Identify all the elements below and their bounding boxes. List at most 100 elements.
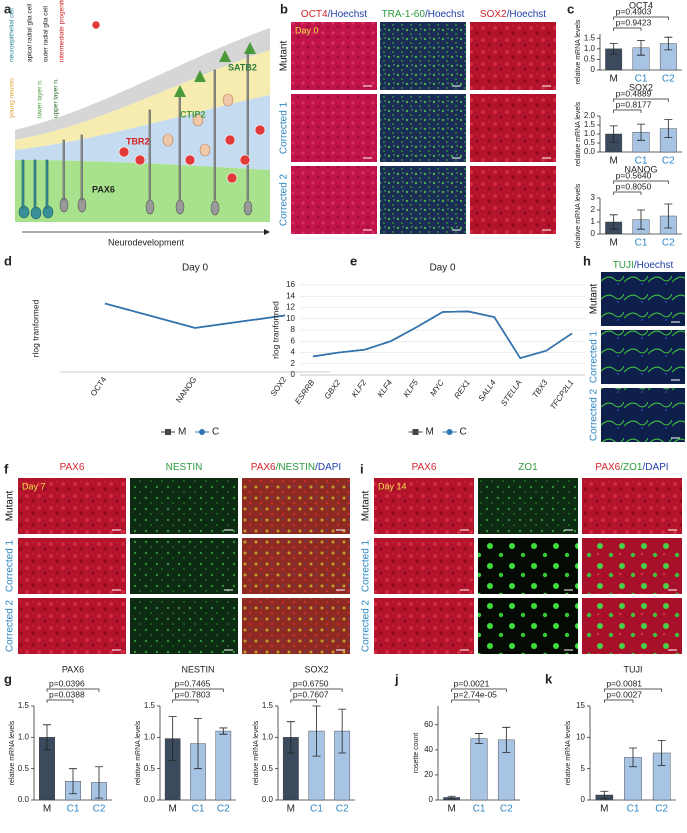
significance-bracket (290, 699, 317, 703)
y-tick-label: 0.5 (144, 764, 156, 773)
diagram: SATB2 CTIP2 TBR2 PAX6 Neurodevelopment (15, 20, 270, 247)
micrograph (291, 22, 377, 90)
x-tick-label: KLF4 (376, 378, 395, 399)
header-part: NESTIN (166, 462, 203, 473)
significance-bracket (613, 27, 642, 31)
micrograph (130, 538, 238, 594)
p-value: p=0.0081 (606, 678, 642, 688)
significance-bracket (613, 191, 642, 195)
micrograph (478, 538, 578, 594)
y-tick-label: 0 (291, 370, 296, 379)
micrograph (380, 94, 466, 162)
row-label: Corrected 1 (279, 101, 290, 154)
chart-title: NESTIN (181, 664, 214, 674)
error-bar (637, 209, 645, 230)
row-label: Corrected 2 (5, 599, 16, 652)
legend-label: C (460, 427, 467, 438)
x-tick-label: M (600, 804, 608, 815)
x-tick-label: SOX2 (269, 375, 289, 398)
p-value: p=0.5640 (616, 170, 652, 180)
p-value: p=0.8050 (616, 181, 652, 191)
p-value: p=0.4889 (616, 88, 652, 98)
significance-bracket (46, 688, 100, 692)
cell-type-label: intermediate progenitor (59, 0, 66, 62)
x-tick-label: M (287, 804, 295, 815)
x-tick-label: REX1 (452, 378, 471, 400)
x-tick-label: C2 (662, 238, 675, 249)
error-bar (43, 724, 51, 751)
error-bar (219, 727, 228, 735)
p-value: p=0.9423 (616, 17, 652, 27)
p-value: p=0.7465 (175, 678, 211, 688)
column-header: PAX6 (60, 462, 85, 473)
legend-label: M (178, 427, 186, 438)
y-tick-label: 0.5 (262, 764, 274, 773)
x-tick-label: C2 (217, 804, 230, 815)
x-tick-label: C1 (310, 804, 323, 815)
column-header: OCT4/Hoechst (301, 9, 367, 20)
band-cortical (15, 50, 270, 150)
x-tick-label: GBX2 (323, 378, 343, 401)
y-tick-label: 4 (291, 348, 296, 357)
series-line (104, 302, 286, 329)
error-bar (629, 747, 637, 768)
x-tick-label: C1 (67, 804, 80, 815)
y-tick-label: 20 (424, 770, 433, 779)
panel-label: d (4, 253, 12, 268)
column-header: TUJI/Hoechst (613, 260, 674, 271)
header-part: SOX2 (480, 9, 507, 20)
column-header: PAX6/NESTIN/DAPI (251, 462, 341, 473)
significance-bracket (613, 16, 669, 20)
y-tick-label: 40 (424, 745, 433, 754)
y-tick-label: 1.0 (18, 732, 30, 741)
row-label: Corrected 2 (361, 599, 372, 652)
legend-marker (412, 429, 419, 435)
x-tick-label: MYC (428, 378, 446, 398)
y-axis-label: rosette count (413, 733, 420, 774)
error-bar (637, 39, 645, 56)
x-tick-label: KLF5 (402, 378, 421, 399)
y-tick-label: 2.0 (584, 111, 596, 120)
y-tick-label: 1.0 (584, 44, 596, 53)
legend-label: C (212, 427, 219, 438)
micrograph (470, 22, 556, 90)
error-bar (609, 43, 618, 55)
y-tick-label: 8 (291, 325, 296, 334)
x-tick-label: M (609, 238, 617, 249)
y-tick-label: 16 (286, 280, 295, 289)
day-label: Day 7 (22, 481, 46, 491)
arrow-head (264, 229, 270, 235)
error-bar (286, 721, 295, 754)
header-part: OCT4 (301, 9, 328, 20)
micrograph (582, 538, 682, 594)
y-tick-label: 14 (286, 291, 295, 300)
y-tick-label: 0 (429, 795, 434, 804)
significance-bracket (46, 699, 74, 703)
error-bar (657, 740, 666, 766)
row-label: Corrected 2 (589, 388, 600, 441)
column-header: ZO1 (518, 462, 538, 473)
panel-label: j (394, 671, 399, 686)
header-part: PAX6 (595, 462, 620, 473)
error-bar (502, 726, 511, 753)
significance-bracket (603, 688, 663, 692)
micrograph (242, 598, 350, 654)
micrograph (374, 598, 474, 654)
p-value: p=0.4903 (616, 6, 652, 16)
p-value: p=0.0396 (49, 678, 85, 688)
radial-glia (59, 49, 253, 216)
micrograph (242, 538, 350, 594)
chart-title: SOX2 (304, 664, 328, 674)
y-axis-label: relative mRNA levels (9, 720, 16, 785)
column-header: NESTIN (166, 462, 203, 473)
column-header: PAX6/ZO1/DAPI (595, 462, 668, 473)
panel-label: b (280, 1, 288, 16)
cell-type-label: upper layer n. (53, 78, 60, 118)
y-tick-label: 1.5 (18, 701, 30, 710)
error-bar (609, 125, 618, 143)
x-tick-label: C1 (635, 74, 648, 85)
y-tick-label: 60 (424, 720, 433, 729)
chart-title: SOX2 (629, 82, 653, 92)
layer-neurons (174, 42, 256, 97)
error-bar (609, 214, 618, 230)
